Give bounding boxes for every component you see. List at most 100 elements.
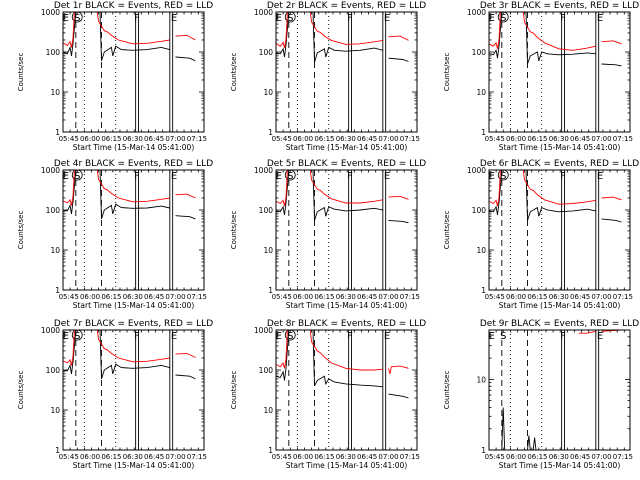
plot-area (276, 12, 409, 63)
zone-marker-F: F (347, 171, 353, 182)
y-tick-label: 10 (263, 246, 273, 255)
zone-marker-E: E (63, 171, 69, 182)
x-tick-label: 05:45 (485, 453, 505, 461)
x-axis-label: Start Time (15-Mar-14 05:41:00) (73, 461, 195, 470)
y-tick-label: 1000 (254, 166, 273, 175)
chart-title: Det 9r BLACK = Events, RED = LLD (480, 319, 639, 329)
lld-series-line (489, 12, 622, 51)
plot-area (494, 330, 622, 450)
zone-marker-F: F (134, 331, 140, 342)
x-tick-label: 06:00 (506, 453, 526, 461)
y-axis-label: Counts/sec (443, 371, 451, 410)
plot-area (489, 12, 622, 67)
panel-det-5: Det 5r BLACK = Events, RED = LLD Counts/s… (230, 159, 426, 310)
x-tick-label: 06:15 (527, 453, 547, 461)
plot-frame (488, 11, 631, 133)
chart-title: Det 3r BLACK = Events, RED = LLD (480, 1, 639, 11)
y-tick-label: 1 (481, 446, 486, 455)
y-tick-label: 100 (46, 206, 61, 215)
y-tick-label: 10 (50, 246, 60, 255)
zone-marker-E: E (489, 13, 495, 24)
x-tick-label: 05:45 (485, 135, 505, 143)
x-tick-label: 06:45 (144, 135, 164, 143)
x-tick-label: 06:30 (336, 293, 356, 301)
x-axis-label: Start Time (15-Mar-14 05:41:00) (499, 461, 621, 470)
zone-marker-S: S (287, 331, 293, 342)
y-tick-label: 100 (259, 48, 274, 57)
x-tick-label: 07:00 (591, 453, 611, 461)
events-series-line (276, 170, 409, 224)
x-tick-label: 06:00 (80, 293, 100, 301)
y-axis-label: Counts/sec (443, 211, 451, 250)
x-tick-label: 07:00 (378, 135, 398, 143)
plot-frame (275, 11, 418, 133)
y-tick-label: 10 (476, 88, 486, 97)
x-tick-label: 06:30 (336, 453, 356, 461)
x-tick-label: 06:45 (357, 453, 377, 461)
x-tick-label: 06:00 (293, 135, 313, 143)
zone-marker-E: E (171, 13, 177, 24)
plot-area (63, 12, 196, 62)
panel-det-8: Det 8r BLACK = Events, RED = LLD Counts/s… (230, 319, 426, 470)
y-axis-label: Counts/sec (230, 211, 238, 250)
y-tick-label: 100 (46, 48, 61, 57)
zone-marker-E: E (489, 171, 495, 182)
zone-marker-E: E (63, 331, 69, 342)
x-tick-label: 07:00 (378, 453, 398, 461)
y-tick-label: 10 (50, 406, 60, 415)
x-tick-label: 06:15 (101, 293, 121, 301)
y-axis-label: Counts/sec (17, 371, 25, 410)
lld-series-line (489, 170, 622, 207)
x-tick-label: 05:45 (59, 293, 79, 301)
zone-marker-S: S (74, 331, 80, 342)
x-tick-label: 06:30 (549, 293, 569, 301)
zone-marker-S: S (500, 171, 506, 182)
zone-marker-E: E (63, 13, 69, 24)
zone-marker-E: E (489, 331, 495, 342)
y-tick-label: 100 (472, 48, 487, 57)
y-axis-label: Counts/sec (230, 53, 238, 92)
chart-title: Det 5r BLACK = Events, RED = LLD (267, 159, 426, 169)
y-tick-label: 1000 (467, 166, 486, 175)
lld-series-line (276, 330, 409, 375)
zone-marker-F: F (560, 331, 566, 342)
x-axis-label: Start Time (15-Mar-14 05:41:00) (286, 461, 408, 470)
x-tick-label: 07:15 (613, 293, 633, 301)
x-tick-label: 05:45 (272, 293, 292, 301)
x-tick-label: 05:45 (59, 453, 79, 461)
chart-title: Det 2r BLACK = Events, RED = LLD (267, 1, 426, 11)
y-axis-label: Counts/sec (17, 53, 25, 92)
events-series-line (63, 12, 196, 62)
x-tick-label: 07:15 (187, 453, 207, 461)
x-axis-label: Start Time (15-Mar-14 05:41:00) (286, 143, 408, 152)
x-tick-label: 06:15 (314, 453, 334, 461)
events-series-line (276, 330, 409, 399)
x-tick-label: 06:00 (80, 135, 100, 143)
x-tick-label: 06:00 (293, 453, 313, 461)
events-series-line (276, 12, 409, 63)
y-tick-label: 1000 (254, 326, 273, 335)
zone-marker-E: E (276, 13, 282, 24)
chart-title: Det 4r BLACK = Events, RED = LLD (54, 159, 213, 169)
y-axis-label: Counts/sec (230, 371, 238, 410)
x-tick-label: 06:15 (101, 135, 121, 143)
panel-det-4: Det 4r BLACK = Events, RED = LLD Counts/s… (17, 159, 213, 310)
y-axis-label: Counts/sec (17, 211, 25, 250)
zone-marker-S: S (500, 331, 506, 342)
x-tick-label: 07:00 (591, 135, 611, 143)
plot-area (276, 170, 409, 224)
y-tick-label: 10 (263, 88, 273, 97)
plot-frame (62, 169, 205, 291)
plot-frame (488, 169, 631, 291)
y-tick-label: 100 (472, 206, 487, 215)
x-axis-label: Start Time (15-Mar-14 05:41:00) (286, 301, 408, 310)
y-tick-label: 1 (481, 128, 486, 137)
y-tick-label: 1 (55, 446, 60, 455)
x-tick-label: 06:45 (570, 293, 590, 301)
y-tick-label: 100 (259, 366, 274, 375)
panel-det-3: Det 3r BLACK = Events, RED = LLD Counts/s… (443, 1, 639, 152)
plot-frame (488, 329, 631, 451)
zone-marker-F: F (134, 171, 140, 182)
y-tick-label: 10 (476, 246, 486, 255)
y-tick-label: 10 (50, 88, 60, 97)
